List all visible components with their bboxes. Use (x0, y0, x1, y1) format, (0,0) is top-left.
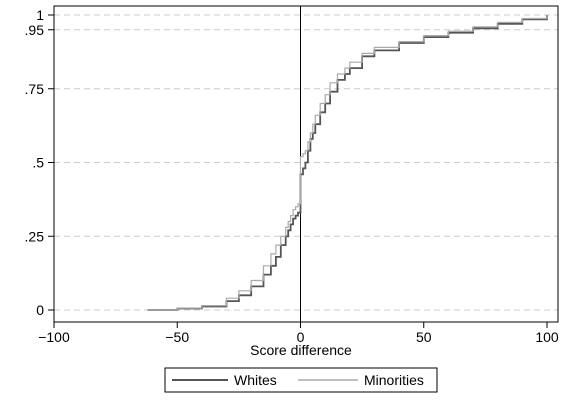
y-tick-label: 1 (36, 7, 44, 23)
legend-label-whites: Whites (234, 372, 277, 388)
plot-area (54, 6, 558, 322)
x-tick-label: −50 (165, 329, 189, 345)
y-tick-label: 0 (36, 302, 44, 318)
x-tick-label: 0 (297, 329, 305, 345)
x-tick-label: 100 (535, 329, 559, 345)
plot-frame (53, 5, 559, 323)
y-tick-label: .95 (25, 22, 45, 38)
axes: −100 −50 0 50 100 0 .25 .5 .75 .951 (25, 5, 559, 345)
legend: Whites Minorities (164, 367, 438, 393)
legend-label-minorities: Minorities (364, 372, 424, 388)
x-tick-label: 50 (416, 329, 432, 345)
x-tick-label: −100 (38, 329, 70, 345)
series-line-minorities (147, 15, 548, 311)
x-axis-label: Score difference (250, 342, 352, 358)
y-tick-label: .75 (25, 81, 45, 97)
y-tick-label: .25 (25, 228, 45, 244)
y-tick-label: .5 (32, 155, 44, 171)
